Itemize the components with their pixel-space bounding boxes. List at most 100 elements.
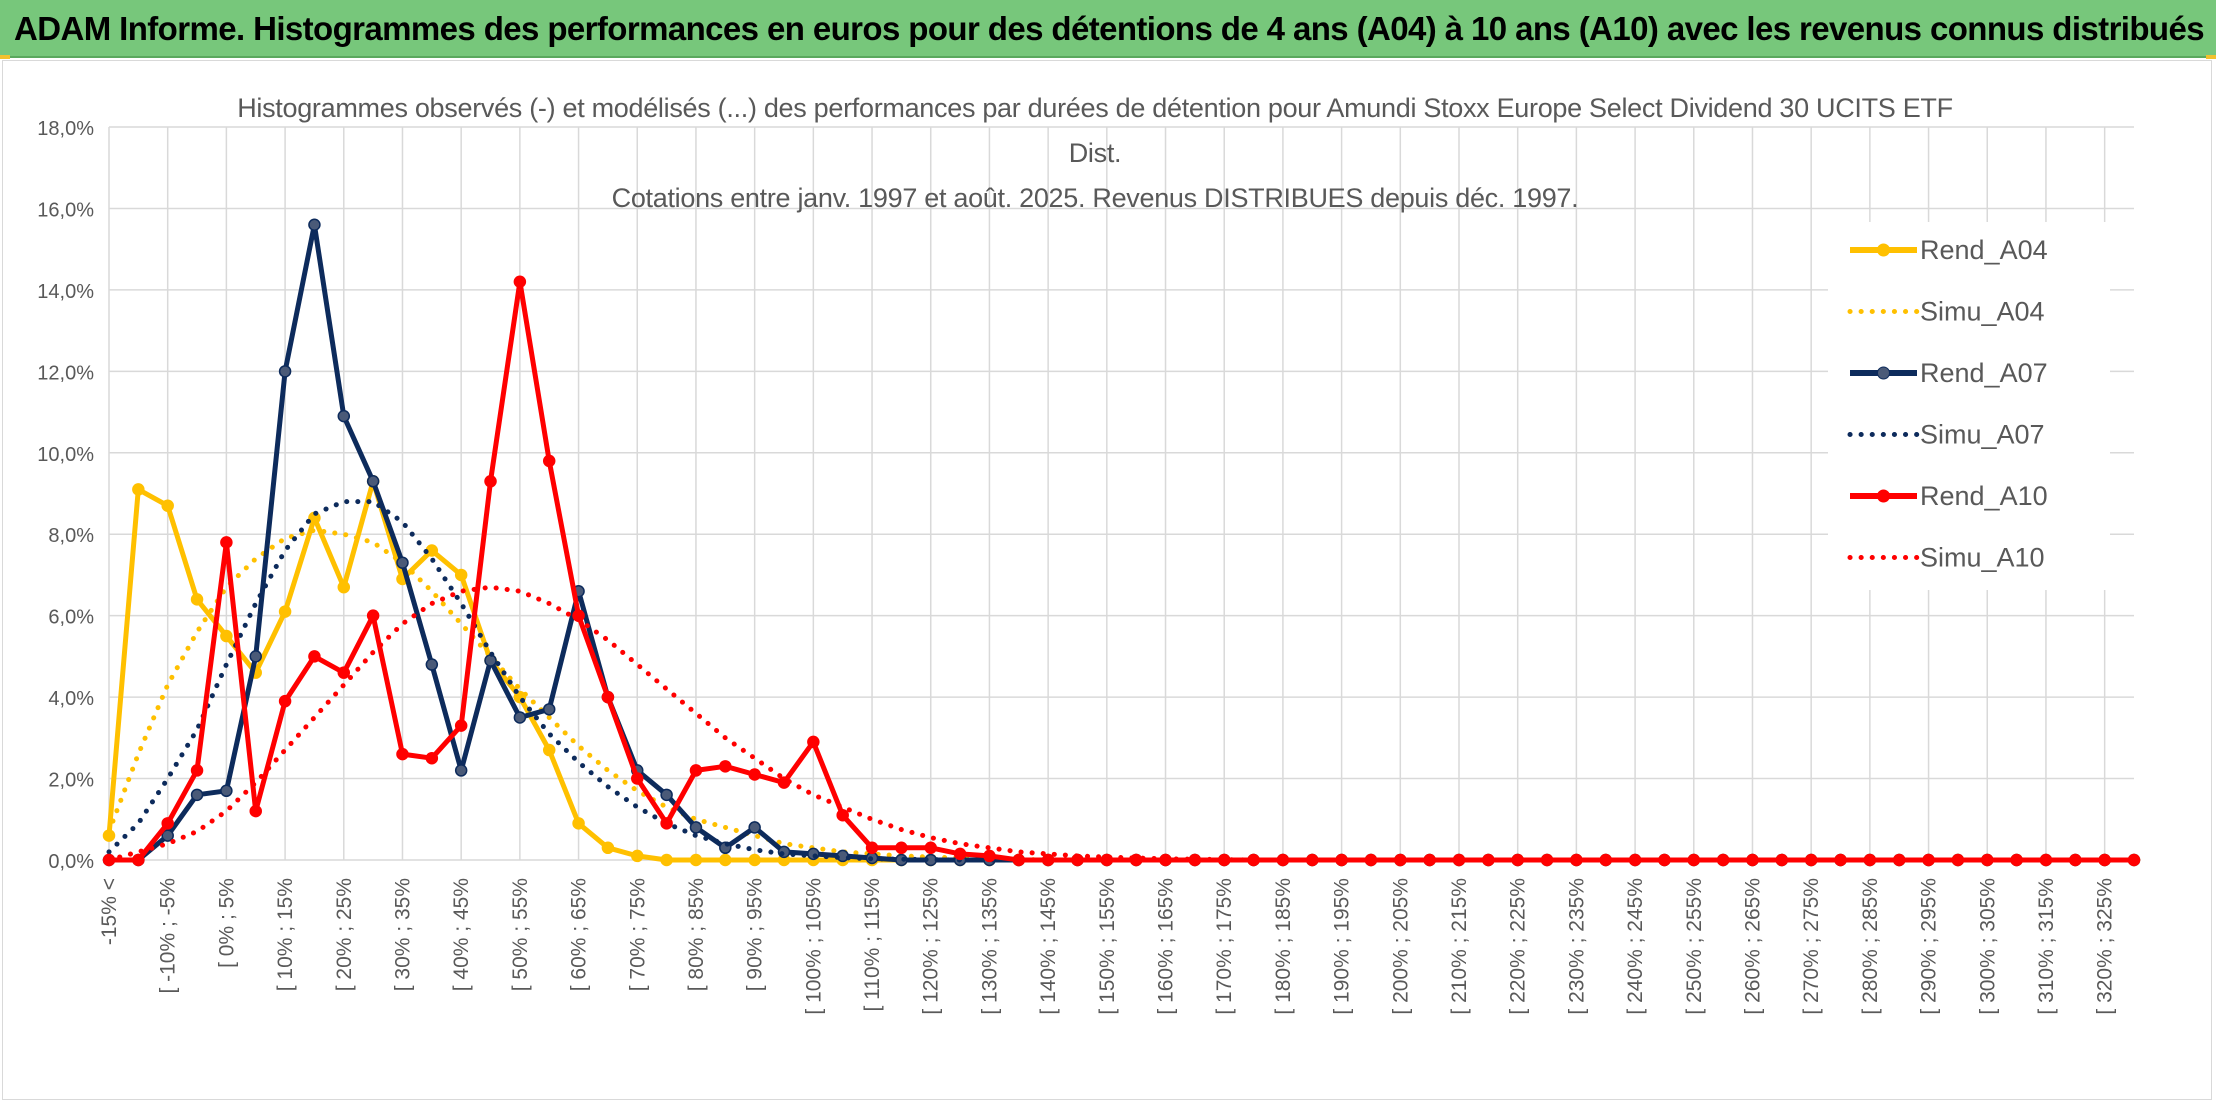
data-point-Rend_A04	[748, 853, 761, 867]
x-tick-label: [ 300% ; 305%	[1976, 878, 1999, 1015]
chart-title-line-2: Dist.	[1068, 138, 1122, 168]
x-tick-label: [ 240% ; 245%	[1624, 878, 1647, 1015]
data-point-Rend_A10	[895, 841, 908, 855]
y-axis-labels: 0,0% 2,0% 4,0% 6,0% 8,0% 10,0% 12,0% 14,0% 16,0%…	[37, 118, 94, 873]
data-point-Rend_A10	[513, 275, 527, 288]
x-tick-label: [ 210% ; 215%	[1448, 878, 1471, 1015]
data-point-Rend_A10	[161, 817, 174, 830]
chart-title-line-1: Histogrammes observés (-) et modélisés (…	[237, 93, 1953, 123]
data-point-Rend_A04	[454, 568, 468, 582]
x-tick-label: [ 0% ; 5%	[215, 878, 238, 968]
x-tick-label: [ 70% ; 75%	[626, 878, 649, 991]
data-point-Rend_A10	[836, 808, 849, 822]
data-point-Rend_A04	[631, 849, 644, 863]
series-line-Simu_A10	[106, 584, 2137, 863]
data-point-Rend_A07	[161, 829, 174, 842]
y-tick-label: 4,0%	[48, 688, 94, 710]
legend-marker	[1877, 243, 1890, 257]
data-point-Rend_A10	[924, 841, 937, 855]
x-tick-label: [ 30% ; 35%	[391, 878, 414, 991]
x-tick-label: [ 50% ; 55%	[509, 878, 532, 991]
x-tick-label: [ 150% ; 155%	[1096, 878, 1119, 1015]
x-tick-label: [ 200% ; 205%	[1389, 878, 1412, 1015]
chart-title-line-3: Cotations entre janv. 1997 et août. 2025…	[611, 183, 1579, 213]
y-tick-label: 0,0%	[48, 851, 94, 873]
x-tick-label: [ 120% ; 125%	[920, 878, 943, 1015]
x-tick-label: [ 170% ; 175%	[1213, 878, 1236, 1015]
data-point-Rend_A10	[454, 719, 468, 732]
data-point-Rend_A10	[220, 536, 233, 549]
data-point-Rend_A10	[366, 609, 380, 622]
corner-accent-right	[2206, 55, 2216, 59]
data-point-Rend_A07	[748, 821, 761, 834]
report-title: ADAM Informe. Histogrammes des performan…	[14, 10, 2205, 47]
data-point-Rend_A07	[542, 703, 556, 716]
data-point-Rend_A10	[807, 735, 820, 749]
data-point-Rend_A10	[1511, 853, 1524, 867]
data-point-Rend_A10	[484, 475, 497, 488]
data-point-Rend_A07	[454, 764, 468, 777]
data-point-Rend_A04	[689, 853, 703, 867]
data-point-Rend_A10	[396, 747, 409, 761]
y-tick-label: 12,0%	[37, 362, 94, 384]
data-point-Rend_A10	[719, 760, 732, 773]
data-point-Rend_A07	[337, 409, 351, 423]
data-point-Rend_A07	[689, 821, 703, 834]
x-tick-label: [ 140% ; 145%	[1037, 878, 1060, 1015]
legend: Rend_A04 Simu_A04 Rend_A07 Simu_A07 Rend_A10…	[1828, 222, 2110, 590]
x-tick-label: [ 260% ; 265%	[1741, 878, 1764, 1015]
y-tick-label: 6,0%	[48, 607, 94, 629]
data-point-Rend_A07	[366, 475, 380, 488]
data-point-Rend_A04	[220, 629, 233, 643]
x-tick-label: [ 90% ; 95%	[744, 878, 767, 991]
data-point-Rend_A10	[865, 841, 879, 855]
data-point-Rend_A10	[983, 849, 996, 863]
x-tick-label: [ 220% ; 225%	[1507, 878, 1530, 1015]
data-point-Rend_A07	[396, 556, 409, 569]
x-tick-label: [ 60% ; 65%	[568, 878, 591, 991]
data-point-Rend_A10	[631, 772, 644, 785]
data-point-Rend_A10	[190, 764, 204, 777]
x-tick-label: [ 10% ; 15%	[274, 878, 297, 991]
y-tick-label: 16,0%	[37, 199, 94, 221]
y-tick-label: 18,0%	[37, 118, 94, 140]
x-tick-label: [ 270% ; 275%	[1800, 878, 1823, 1015]
y-tick-label: 14,0%	[37, 281, 94, 303]
chart-title: Histogrammes observés (-) et modélisés (…	[230, 86, 1960, 221]
x-tick-label: [ 190% ; 195%	[1331, 878, 1354, 1015]
data-point-Rend_A07	[220, 784, 233, 798]
data-point-Rend_A04	[132, 483, 145, 496]
data-point-Rend_A04	[190, 593, 204, 606]
y-tick-label: 8,0%	[48, 525, 94, 547]
x-tick-label: [ 40% ; 45%	[450, 878, 473, 991]
x-tick-label: [ 320% ; 325%	[2094, 878, 2117, 1015]
data-point-Rend_A07	[513, 711, 527, 724]
data-point-Rend_A10	[660, 817, 673, 830]
legend-label: Rend_A04	[1920, 235, 2048, 265]
data-point-Rend_A10	[132, 853, 145, 867]
x-tick-label: [ 130% ; 135%	[978, 878, 1001, 1015]
data-point-Rend_A04	[542, 743, 556, 757]
data-point-Rend_A07	[190, 788, 204, 802]
x-axis-labels: -15% < [ -10% ; -5% [ 0% ; 5% [ 10% ; 15% [ …	[98, 878, 2117, 1015]
grid	[108, 126, 2134, 861]
y-tick-label: 10,0%	[37, 444, 94, 466]
y-tick-label: 2,0%	[48, 770, 94, 792]
x-tick-label: [ 20% ; 25%	[333, 878, 356, 991]
data-point-Rend_A07	[308, 218, 321, 231]
legend-label: Rend_A10	[1920, 481, 2048, 511]
data-point-Rend_A04	[719, 853, 732, 867]
legend-label: Rend_A07	[1920, 358, 2048, 388]
data-point-Rend_A04	[337, 580, 351, 594]
data-point-Rend_A10	[337, 666, 351, 679]
x-tick-label: [ 280% ; 285%	[1859, 878, 1882, 1015]
x-tick-label: [ 310% ; 315%	[2035, 878, 2058, 1015]
series-lines	[102, 218, 2141, 867]
x-tick-label: -15% <	[98, 878, 121, 945]
data-point-Rend_A10	[748, 768, 761, 781]
x-tick-label: [ 80% ; 85%	[685, 878, 708, 991]
x-tick-label: [ 110% ; 115%	[861, 878, 884, 1011]
data-point-Rend_A10	[689, 764, 703, 777]
data-point-Rend_A04	[572, 817, 585, 830]
